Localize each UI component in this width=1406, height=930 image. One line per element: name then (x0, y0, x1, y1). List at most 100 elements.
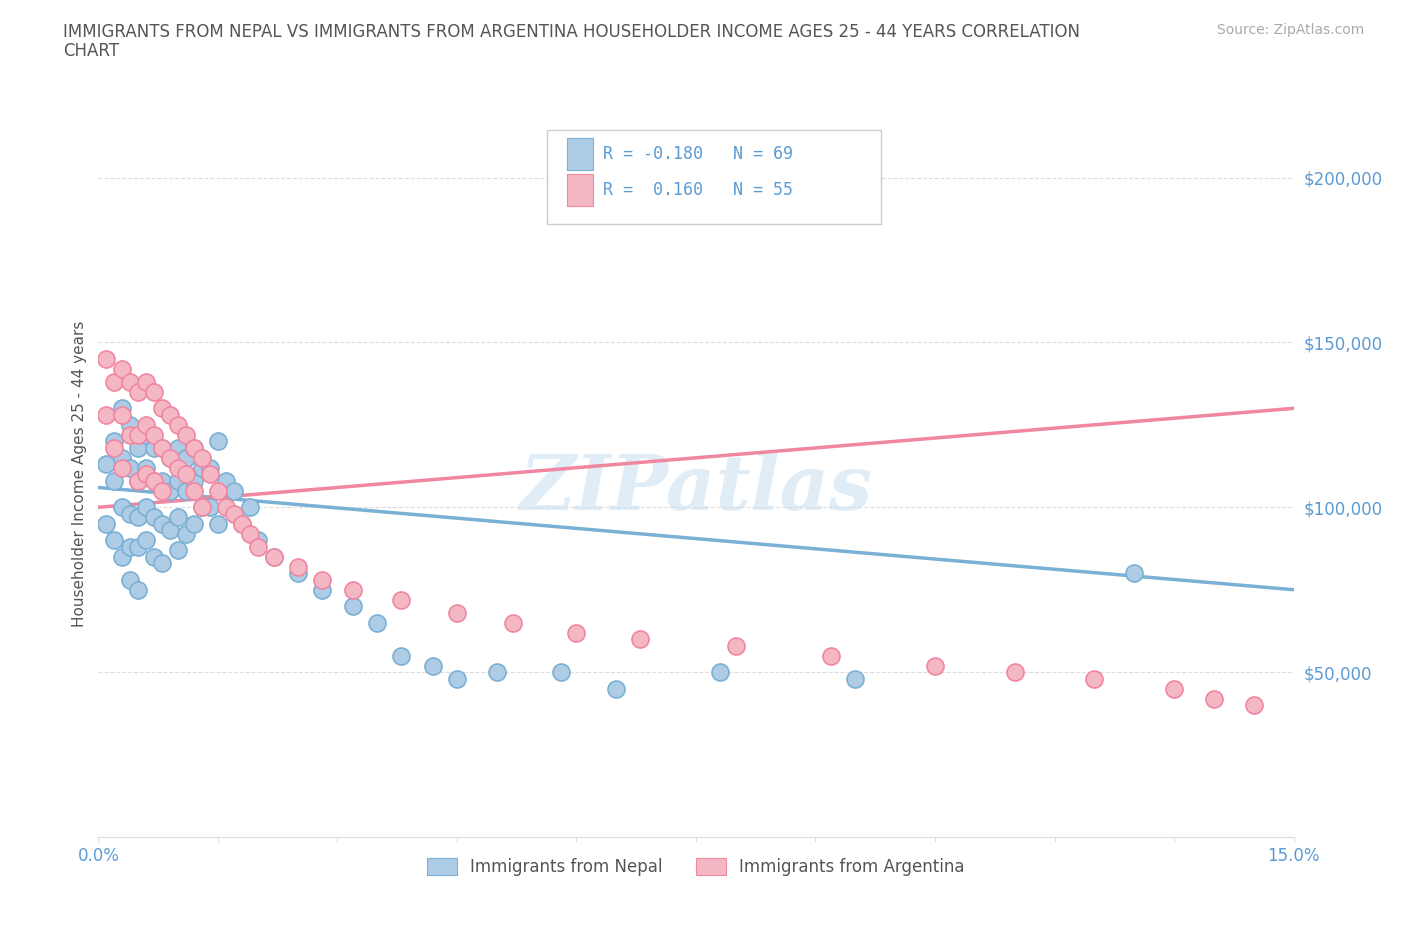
Point (709, 665, 731, 680)
Point (111, 499, 134, 514)
Point (111, 362, 134, 377)
Point (120, 507, 142, 522)
Point (150, 441, 173, 456)
Point (150, 556, 173, 571)
Point (198, 460, 221, 475)
Point (159, 450, 181, 465)
Point (222, 507, 245, 522)
Text: Source: ZipAtlas.com: Source: ZipAtlas.com (1216, 23, 1364, 37)
Point (120, 460, 142, 475)
Point (120, 572, 142, 587)
Point (924, 658, 946, 673)
Point (207, 434, 229, 449)
Point (1163, 681, 1185, 696)
Point (143, 473, 166, 488)
Text: CHART: CHART (63, 42, 120, 60)
Point (1202, 691, 1225, 706)
Point (167, 441, 190, 456)
Point (135, 499, 157, 514)
Text: R =  0.160   N = 55: R = 0.160 N = 55 (603, 181, 793, 199)
Point (120, 418, 142, 432)
Point (135, 418, 157, 432)
Point (174, 526, 197, 541)
Point (127, 473, 149, 488)
Point (135, 427, 157, 442)
Point (389, 648, 412, 663)
FancyBboxPatch shape (547, 130, 882, 224)
Point (820, 648, 842, 663)
Point (96, 516, 118, 531)
Point (485, 665, 508, 680)
Point (103, 441, 125, 456)
Point (135, 533, 157, 548)
Point (191, 450, 214, 465)
Point (183, 516, 205, 531)
Point (135, 467, 157, 482)
Point (366, 616, 388, 631)
Point (96, 407, 118, 422)
Point (159, 523, 181, 538)
Point (111, 401, 134, 416)
Point (1243, 698, 1265, 712)
Point (167, 460, 190, 475)
Point (143, 473, 166, 488)
Point (150, 516, 173, 531)
Text: ZIPatlas: ZIPatlas (519, 452, 873, 525)
Y-axis label: Householder Income Ages 25 - 44 years: Householder Income Ages 25 - 44 years (72, 321, 87, 628)
Point (103, 375, 125, 390)
Point (287, 559, 309, 574)
Point (167, 418, 190, 432)
Point (120, 375, 142, 390)
Point (183, 441, 205, 456)
Point (263, 550, 285, 565)
Point (127, 473, 149, 488)
Point (150, 484, 173, 498)
Point (143, 384, 166, 399)
Point (167, 473, 190, 488)
Point (127, 441, 149, 456)
Point (159, 484, 181, 498)
Point (605, 681, 627, 696)
Point (127, 582, 149, 597)
Point (1083, 671, 1105, 686)
Point (143, 510, 166, 525)
Point (724, 638, 747, 653)
Point (342, 599, 364, 614)
Legend: Immigrants from Nepal, Immigrants from Argentina: Immigrants from Nepal, Immigrants from A… (420, 852, 972, 883)
Point (174, 467, 197, 482)
FancyBboxPatch shape (567, 138, 593, 169)
Point (103, 434, 125, 449)
Point (231, 516, 253, 531)
Point (111, 450, 134, 465)
Point (111, 407, 134, 422)
Point (1123, 565, 1146, 580)
Point (246, 533, 269, 548)
Point (143, 550, 166, 565)
Point (143, 427, 166, 442)
Point (565, 625, 588, 640)
Point (191, 499, 214, 514)
Point (198, 467, 221, 482)
Point (174, 427, 197, 442)
Point (231, 516, 253, 531)
Point (174, 450, 197, 465)
Point (342, 582, 364, 597)
Point (287, 565, 309, 580)
Point (183, 473, 205, 488)
Point (207, 484, 229, 498)
Point (127, 427, 149, 442)
Point (215, 499, 238, 514)
Point (183, 441, 205, 456)
Point (628, 631, 651, 646)
Point (263, 550, 285, 565)
Point (207, 516, 229, 531)
Point (446, 605, 468, 620)
Point (120, 427, 142, 442)
Point (215, 473, 238, 488)
Point (191, 460, 214, 475)
Point (239, 526, 262, 541)
Point (111, 550, 134, 565)
Point (150, 401, 173, 416)
Point (96, 352, 118, 366)
Point (422, 658, 444, 673)
